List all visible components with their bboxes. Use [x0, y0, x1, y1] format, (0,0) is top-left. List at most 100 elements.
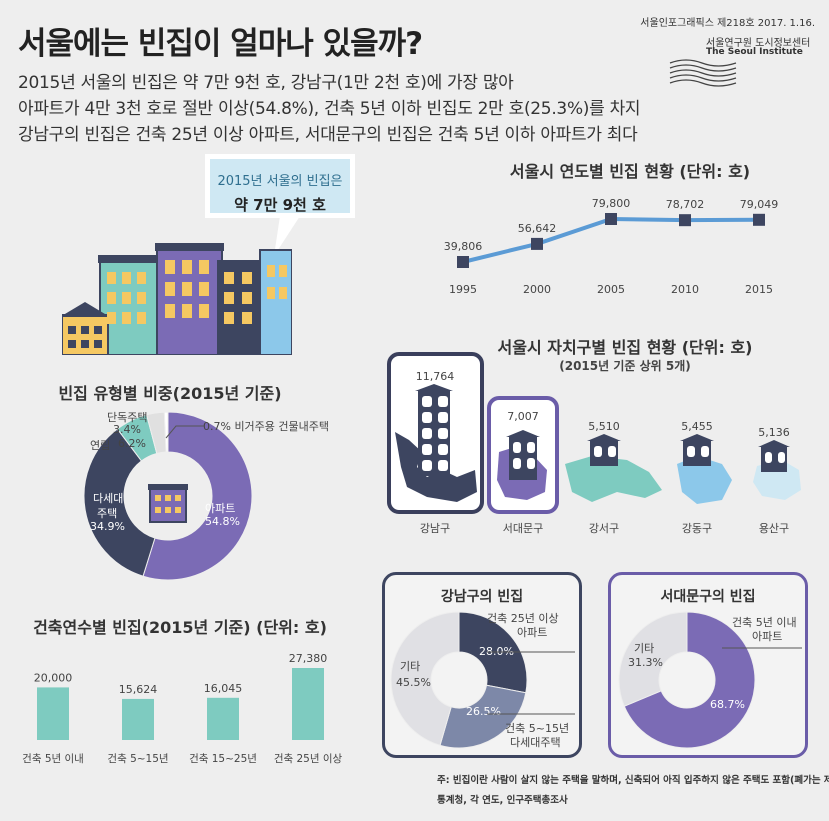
- issue-info: 서울인포그래픽스 제218호 2017. 1.16.: [640, 18, 815, 29]
- district-subtitle: (2015년 기준 상위 5개): [559, 359, 691, 373]
- trend-x-tick: 1995: [449, 283, 477, 296]
- district-tower-roof: [680, 434, 714, 441]
- page-title: 서울에는 빈집이 얼마나 있을까?: [18, 26, 423, 62]
- tower-window: [422, 412, 432, 423]
- label-multi-2: 주택: [97, 507, 118, 520]
- gangnam-label-a1: 건축 25년 이상: [487, 612, 559, 625]
- trend-x-tick: 2010: [671, 283, 699, 296]
- gangnam-title: 강남구의 빈집: [440, 589, 524, 605]
- callout-line-1: 2015년 서울의 빈집은: [217, 174, 343, 189]
- district-tower-roof: [506, 430, 540, 437]
- seodaemun-slice: [623, 611, 756, 749]
- gangnam-slice: [390, 611, 460, 746]
- type-share-slice: [83, 428, 156, 577]
- district-value: 5,455: [681, 420, 713, 433]
- gangnam-leader-lines: [487, 651, 575, 715]
- age-value-label: 27,380: [289, 652, 328, 665]
- label-multi-1: 다세대: [93, 492, 124, 505]
- trend-value-label: 56,642: [518, 222, 557, 235]
- tower-window: [513, 442, 521, 453]
- age-bar: [207, 697, 239, 740]
- district-value: 5,510: [588, 420, 620, 433]
- tower-window: [594, 446, 602, 457]
- trend-line-chart: 39,806 1995 56,642 2000 79,800 2005 78,702 2010…: [444, 197, 779, 296]
- trend-point: [679, 214, 691, 227]
- type-share-slice: [142, 411, 253, 581]
- trend-x-tick: 2000: [523, 283, 551, 296]
- label-row: 연립: [90, 439, 111, 452]
- tower-window: [778, 452, 785, 463]
- seodaemun-label-other: 기타: [634, 642, 655, 655]
- label-nonres: 0.7% 비거주용 건물내주택: [203, 420, 330, 433]
- tower-window: [701, 446, 709, 457]
- callout-box: 2015년 서울의 빈집은 약 7만 9천 호: [205, 154, 355, 218]
- gangnam-label-b2: 다세대주택: [510, 736, 561, 749]
- tower-window: [438, 460, 448, 471]
- label-single-pct: 3.4%: [113, 423, 141, 436]
- type-share-slice: [163, 411, 169, 453]
- tower-window: [438, 444, 448, 455]
- gangnam-pct-multi: 26.5%: [466, 705, 501, 718]
- seodaemun-title: 서대문구의 빈집: [660, 589, 756, 605]
- seodaemun-pct-other: 31.3%: [628, 656, 663, 669]
- label-apt-pct: 54.8%: [205, 515, 240, 528]
- district-name: 강서구: [588, 522, 620, 535]
- summary-line-3: 강남구의 빈집은 건축 25년 이상 아파트, 서대문구의 빈집은 건축 5년 …: [18, 125, 638, 145]
- district-tower-roof: [415, 384, 453, 391]
- age-value-label: 16,045: [204, 682, 243, 695]
- age-title: 건축연수별 빈집(2015년 기준) (단위: 호): [33, 618, 327, 637]
- trend-value-label: 79,049: [740, 198, 779, 211]
- callout-line-2: 약 7만 9천 호: [234, 196, 326, 214]
- trend-point: [457, 256, 469, 268]
- tower-window: [438, 396, 448, 407]
- seodaemun-leader-line: [722, 647, 802, 649]
- tower-window: [687, 446, 695, 457]
- district-value: 11,764: [415, 370, 455, 383]
- tower-window: [608, 446, 616, 457]
- label-row-pct: 6.2%: [118, 437, 146, 450]
- seodaemun-label-a2: 아파트: [752, 630, 783, 643]
- nonres-leader-line: [165, 425, 204, 439]
- trend-value-label: 79,800: [592, 197, 631, 210]
- gangnam-label-a2: 아파트: [517, 626, 548, 639]
- trend-value-label: 39,806: [444, 240, 483, 253]
- gangnam-slice: [439, 684, 527, 749]
- trend-x-tick: 2015: [745, 283, 773, 296]
- trend-x-tick: 2005: [597, 283, 625, 296]
- trend-series-line: [462, 216, 760, 264]
- age-value-label: 20,000: [34, 671, 73, 684]
- district-value: 5,136: [758, 426, 790, 439]
- building-icon: [148, 484, 188, 523]
- district-tower-roof: [758, 440, 790, 447]
- tower-window: [422, 396, 432, 407]
- district-name: 서대문구: [502, 522, 544, 535]
- footnote: 주: 빈집이란 사람이 살지 않는 주택을 말하며, 신축되어 아직 입주하지 …: [437, 775, 829, 786]
- tower-window: [422, 460, 432, 471]
- gangnam-label-b1: 건축 5~15년: [505, 722, 570, 735]
- label-single: 단독주택: [107, 411, 148, 424]
- age-bar: [37, 687, 69, 740]
- trend-value-label: 78,702: [666, 198, 705, 211]
- age-bar: [292, 668, 324, 740]
- trend-point: [753, 213, 765, 226]
- source-note: 통계청, 각 연도, 인구주택총조사: [437, 795, 568, 806]
- age-bar-chart: 20,000 건축 5년 이내 15,624 건축 5~15년 16,045 건축 15~…: [22, 652, 342, 765]
- buildings-illustration: [62, 243, 292, 355]
- type-share-donut-chart: [83, 411, 253, 581]
- trend-point: [605, 213, 617, 225]
- seodaemun-slice: [618, 611, 688, 707]
- callout-pointer: [274, 216, 300, 256]
- seodaemun-label-a1: 건축 5년 이내: [732, 616, 797, 629]
- label-multi-pct: 34.9%: [90, 520, 125, 533]
- tower-window: [438, 412, 448, 423]
- district-name: 강동구: [681, 522, 713, 535]
- tower-window: [422, 428, 432, 439]
- type-share-title: 빈집 유형별 비중(2015년 기준): [58, 384, 282, 403]
- district-title: 서울시 자치구별 빈집 현황 (단위: 호): [497, 338, 753, 357]
- age-value-label: 15,624: [119, 683, 158, 696]
- tower-window: [527, 458, 535, 469]
- summary-line-2: 아파트가 4만 3천 호로 절반 이상(54.8%), 건축 5년 이하 빈집도…: [18, 99, 641, 119]
- tower-window: [422, 444, 432, 455]
- tower-window: [438, 428, 448, 439]
- logo-wave-icon: [669, 59, 737, 87]
